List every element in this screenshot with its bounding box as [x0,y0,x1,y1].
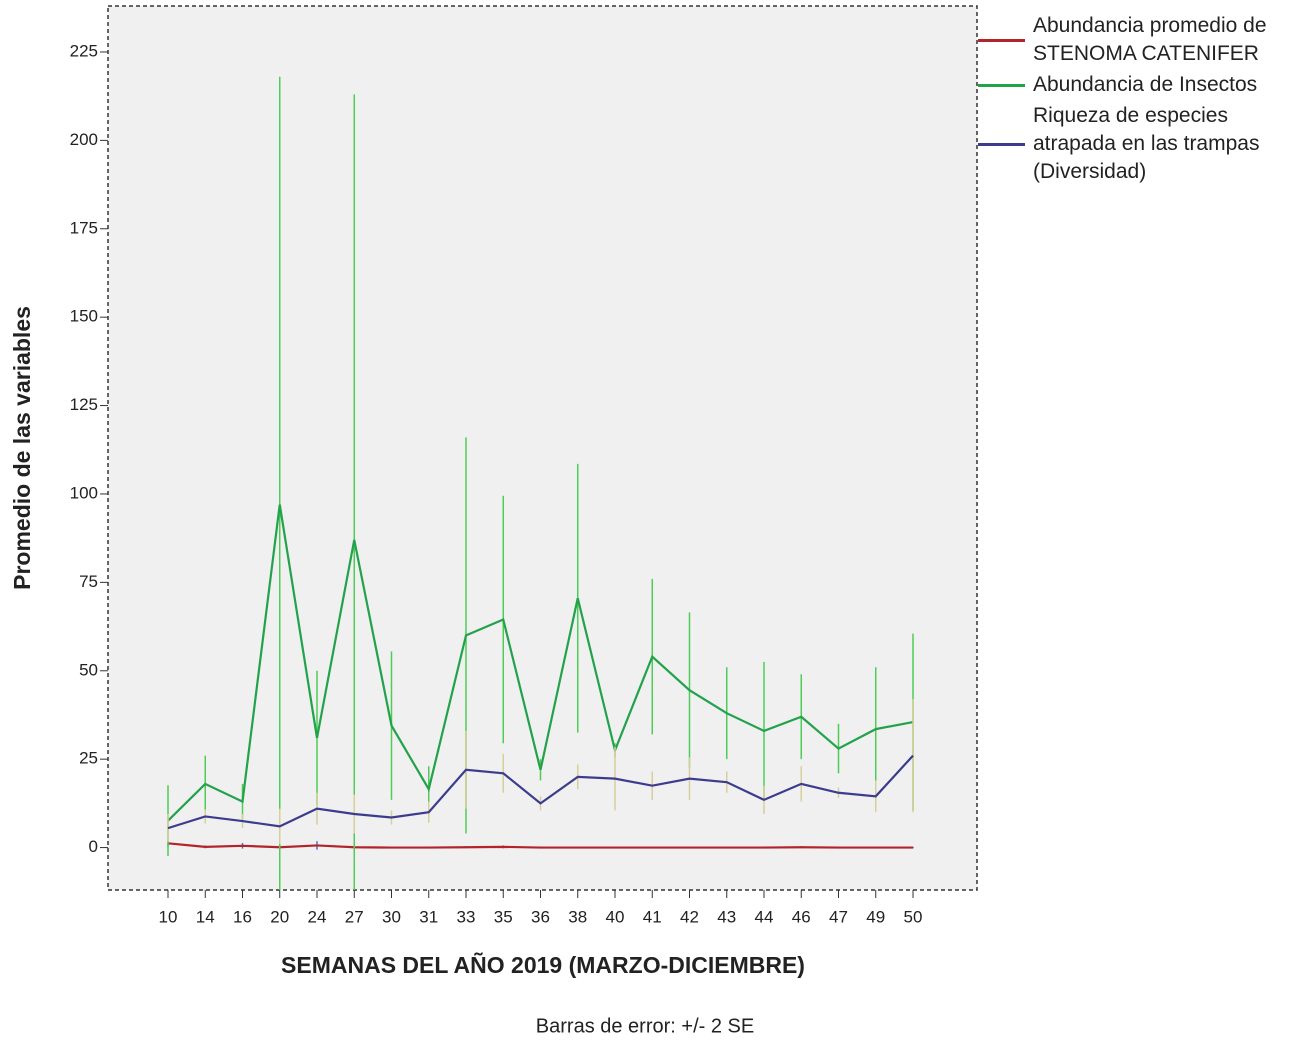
legend-swatch [978,38,1025,42]
x-tick-label: 31 [419,907,438,926]
x-tick-label: 24 [308,907,327,926]
y-tick-label: 225 [70,41,98,60]
x-tick-label: 47 [829,907,848,926]
x-tick-label: 43 [717,907,736,926]
legend: Abundancia promedio de STENOMA CATENIFER… [978,12,1296,186]
y-tick-label: 200 [70,130,98,149]
x-tick-label: 14 [196,907,215,926]
x-tick-label: 44 [755,907,774,926]
x-tick-label: 20 [270,907,289,926]
legend-label: Riqueza de especies atrapada en las tram… [1033,104,1260,183]
y-tick-label: 50 [79,660,98,679]
y-tick-label: 150 [70,307,98,326]
x-tick-label: 30 [382,907,401,926]
series-line [167,842,913,849]
series-line [167,754,914,830]
x-axis-title: SEMANAS DEL AÑO 2019 (MARZO-DICIEMBRE) [281,951,805,978]
legend-entry: Abundancia promedio de STENOMA CATENIFER [978,12,1296,68]
x-tick-label: 36 [531,907,550,926]
legend-entry: Riqueza de especies atrapada en las tram… [978,102,1296,186]
x-tick-label: 49 [866,907,885,926]
y-tick-label: 0 [89,837,98,856]
x-tick-label: 40 [606,907,625,926]
y-tick-label: 100 [70,483,98,502]
footnote: Barras de error: +/- 2 SE [536,1015,754,1037]
x-tick-label: 50 [904,907,923,926]
x-tick-label: 46 [792,907,811,926]
x-tick-label: 41 [643,907,662,926]
y-tick-label: 75 [79,572,98,591]
x-tick-label: 27 [345,907,364,926]
legend-label: Abundancia de Insectos [1033,73,1258,96]
x-tick-label: 33 [457,907,476,926]
x-tick-label: 10 [159,907,178,926]
y-tick-label: 125 [70,395,98,414]
y-tick-label: 175 [70,218,98,237]
x-tick-label: 42 [680,907,699,926]
x-tick-label: 35 [494,907,513,926]
y-axis-title: Promedio de las variables [9,306,35,590]
y-tick-label: 25 [79,749,98,768]
series-line [167,504,914,822]
legend-label: Abundancia promedio de STENOMA CATENIFER [1033,14,1267,65]
legend-swatch [978,142,1025,146]
x-tick-label: 16 [233,907,252,926]
x-tick-label: 38 [568,907,587,926]
legend-entry: Abundancia de Insectos [978,71,1296,99]
legend-swatch [978,83,1025,87]
